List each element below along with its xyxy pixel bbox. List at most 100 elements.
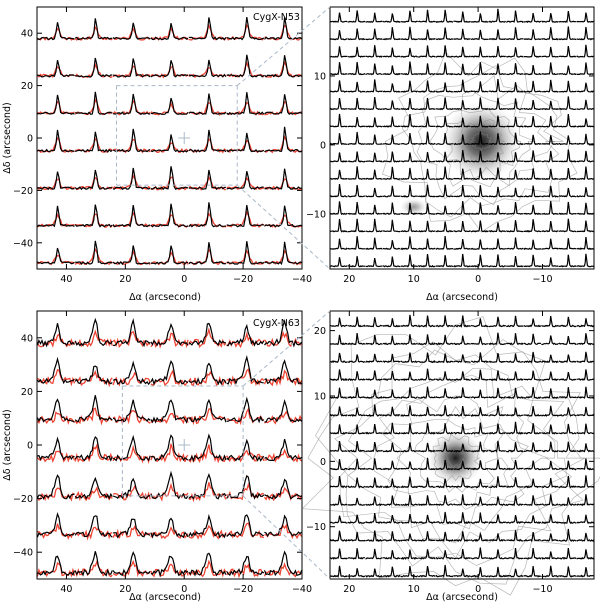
spectrum: [435, 564, 454, 578]
spectrum: [418, 549, 436, 560]
model-spectrum: [112, 410, 151, 426]
y-axis-title: Δδ (arcsecond): [2, 102, 13, 173]
spectrum: [264, 17, 302, 41]
spectrum: [488, 423, 506, 435]
spectrum: [382, 13, 401, 23]
model-spectrum: [74, 407, 113, 426]
spectrum: [75, 240, 113, 265]
spectrum: [418, 29, 436, 41]
spectrum: [453, 149, 471, 163]
spectrum: [558, 114, 577, 128]
spectrum: [382, 27, 401, 41]
spectrum: [347, 497, 366, 506]
spectrum: [150, 399, 189, 424]
spectrum: [417, 442, 436, 453]
spectrum: [470, 97, 489, 111]
spectrum: [541, 13, 559, 23]
spectrum: [347, 548, 366, 560]
spectrum: [400, 220, 418, 233]
source-label: CygX-N63: [253, 318, 300, 329]
spectrum: [417, 457, 436, 471]
spectrum: [75, 57, 113, 78]
spectrum: [558, 149, 577, 163]
spectrum: [558, 201, 577, 215]
spectrum: [330, 317, 348, 328]
model-spectrum: [74, 486, 113, 502]
spectrum: [263, 550, 303, 577]
spectrum: [453, 443, 471, 453]
spectrum: [505, 421, 524, 435]
y-tick-label: 20: [21, 81, 33, 92]
contour: [347, 367, 567, 559]
spectrum: [382, 256, 401, 268]
spectrum: [383, 478, 401, 489]
spectrum: [541, 533, 559, 542]
spectrum: [576, 567, 594, 578]
contour: [402, 64, 564, 218]
spectrum: [523, 460, 542, 471]
spectrum: [435, 511, 454, 525]
spectrum: [452, 46, 472, 58]
contour: [470, 131, 492, 152]
spectrum: [188, 202, 226, 228]
spectrum: [506, 220, 524, 233]
spectrum: [452, 494, 471, 506]
spectrum: [576, 253, 594, 268]
model-spectrum: [226, 368, 265, 387]
spectrum: [188, 129, 227, 153]
spectrum: [488, 8, 506, 23]
spectrum: [470, 352, 489, 364]
spectrum: [382, 389, 401, 399]
y-tick-label: 0: [320, 140, 326, 151]
spectrum: [113, 167, 151, 190]
spectrum: [470, 496, 489, 506]
spectrum: [400, 405, 419, 417]
spectrum: [453, 11, 471, 23]
spectrum: [558, 475, 577, 489]
spectrum: [226, 17, 265, 41]
spectrum: [226, 514, 264, 538]
model-spectrum: [37, 368, 76, 387]
spectrum: [347, 333, 366, 346]
spectrum: [74, 365, 113, 386]
spectrum: [400, 47, 419, 58]
spectra-grid: [36, 17, 303, 266]
spectrum: [523, 333, 542, 346]
model-spectrum: [263, 486, 303, 502]
spectrum: [330, 459, 348, 471]
spectrum: [488, 254, 506, 268]
spectrum: [506, 530, 524, 542]
spectrum: [74, 18, 113, 41]
spectrum: [400, 314, 418, 328]
spectrum: [382, 550, 401, 560]
spectrum: [417, 477, 436, 489]
spectrum: [112, 128, 151, 153]
spectrum: [418, 514, 436, 524]
spectrum: [400, 533, 418, 542]
spectrum: [330, 12, 348, 23]
panel-bottom-left: 40 20 0 −20 −40 40 20 0 −20 −40 CygX-N63 Δα (arcs…: [2, 310, 312, 603]
spectrum: [365, 134, 383, 146]
spectrum: [226, 474, 265, 500]
spectrum: [541, 257, 559, 268]
model-spectrum: [188, 327, 227, 348]
zoom-connector-lines: [116, 6, 331, 580]
spectrum: [74, 131, 113, 153]
y-tick-label: 0: [320, 457, 326, 468]
spectrum: [488, 186, 506, 198]
spectrum: [347, 514, 366, 524]
x-axis-title: Δα (arcsecond): [426, 292, 498, 303]
spectrum: [559, 167, 577, 181]
spectrum: [558, 528, 577, 542]
spectrum: [329, 530, 348, 542]
contour: [301, 316, 600, 596]
spectrum: [365, 458, 383, 471]
x-tick-label: 40: [60, 584, 72, 595]
spectrum: [226, 555, 265, 576]
x-tick-label: 0: [475, 274, 481, 285]
spectrum: [188, 169, 226, 191]
spectrum: [523, 115, 542, 128]
x-tick-label: 20: [343, 274, 355, 285]
spectrum: [470, 389, 489, 400]
